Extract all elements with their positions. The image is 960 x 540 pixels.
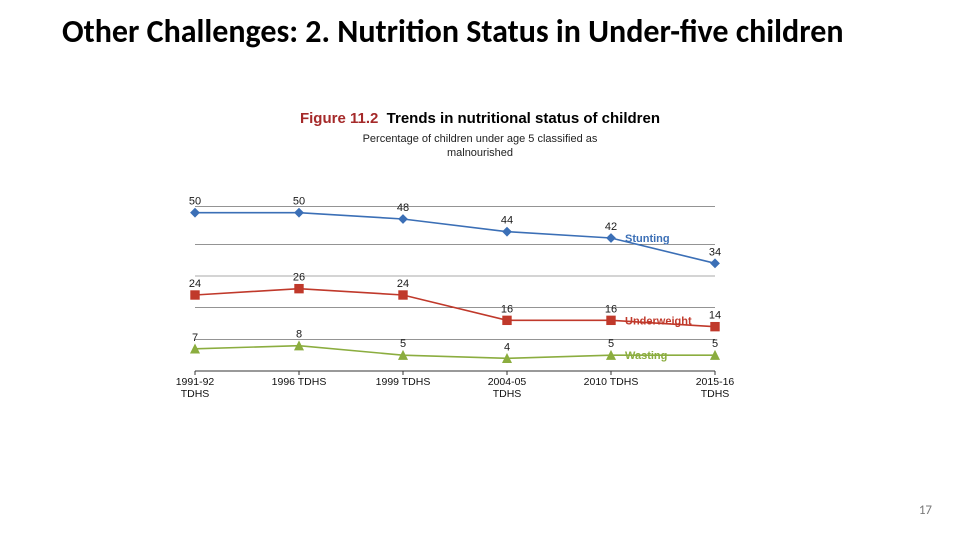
- svg-text:24: 24: [397, 278, 409, 290]
- svg-text:Wasting: Wasting: [625, 350, 667, 362]
- svg-text:2015-16: 2015-16: [696, 376, 735, 388]
- svg-text:5: 5: [400, 338, 406, 350]
- figure-number: Figure 11.2: [300, 110, 378, 127]
- svg-text:50: 50: [189, 195, 201, 207]
- svg-text:16: 16: [605, 303, 617, 315]
- svg-text:26: 26: [293, 271, 305, 283]
- figure-container: Figure 11.2 Trends in nutritional status…: [150, 110, 810, 411]
- svg-text:44: 44: [501, 214, 513, 226]
- svg-text:42: 42: [605, 221, 617, 233]
- svg-text:1991-92: 1991-92: [176, 376, 215, 388]
- svg-text:Underweight: Underweight: [625, 315, 692, 327]
- svg-text:Stunting: Stunting: [625, 233, 670, 245]
- figure-subtitle-line2: malnourished: [447, 147, 513, 159]
- slide-title: Other Challenges: 2. Nutrition Status in…: [62, 14, 882, 51]
- svg-text:48: 48: [397, 202, 409, 214]
- svg-text:2004-05: 2004-05: [488, 376, 527, 388]
- figure-subtitle: Percentage of children under age 5 class…: [150, 133, 810, 161]
- svg-text:5: 5: [712, 338, 718, 350]
- figure-caption-text: Trends in nutritional status of children: [387, 110, 660, 127]
- svg-text:24: 24: [189, 278, 201, 290]
- svg-text:TDHS: TDHS: [493, 388, 522, 400]
- svg-text:14: 14: [709, 309, 721, 321]
- svg-text:2010 TDHS: 2010 TDHS: [584, 376, 639, 388]
- figure-caption: Figure 11.2 Trends in nutritional status…: [150, 110, 810, 127]
- svg-text:1999 TDHS: 1999 TDHS: [376, 376, 431, 388]
- svg-text:8: 8: [296, 328, 302, 340]
- svg-text:16: 16: [501, 303, 513, 315]
- trend-chart: 505048444234Stunting242624161614Underwei…: [155, 171, 805, 411]
- svg-text:TDHS: TDHS: [181, 388, 210, 400]
- svg-text:1996 TDHS: 1996 TDHS: [272, 376, 327, 388]
- svg-text:5: 5: [608, 338, 614, 350]
- svg-text:50: 50: [293, 195, 305, 207]
- svg-text:34: 34: [709, 246, 721, 258]
- svg-text:7: 7: [192, 331, 198, 343]
- svg-text:4: 4: [504, 341, 510, 353]
- svg-text:TDHS: TDHS: [701, 388, 730, 400]
- page-number: 17: [919, 503, 932, 518]
- figure-subtitle-line1: Percentage of children under age 5 class…: [363, 133, 598, 145]
